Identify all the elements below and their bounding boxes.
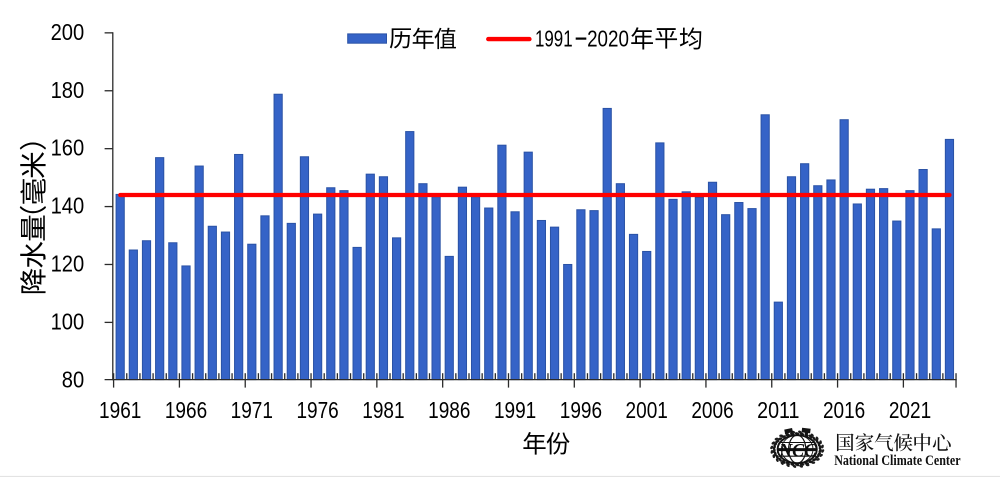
svg-text:100: 100 (51, 308, 85, 334)
svg-text:180: 180 (51, 77, 85, 103)
svg-text:2016: 2016 (823, 397, 865, 423)
svg-text:2006: 2006 (691, 397, 733, 423)
svg-text:1986: 1986 (428, 397, 470, 423)
svg-text:1991: 1991 (494, 397, 536, 423)
svg-text:1991: 1991 (535, 26, 573, 52)
svg-text:1996: 1996 (560, 397, 602, 423)
svg-text:NCC: NCC (778, 441, 817, 461)
svg-text:2020: 2020 (587, 26, 629, 52)
svg-text:1961: 1961 (99, 397, 141, 423)
svg-text:1976: 1976 (296, 397, 338, 423)
svg-text:2021: 2021 (889, 397, 931, 423)
svg-text:80: 80 (62, 366, 84, 392)
svg-text:1981: 1981 (362, 397, 404, 423)
svg-text:1966: 1966 (165, 397, 207, 423)
svg-text:200: 200 (51, 19, 85, 45)
svg-text:2001: 2001 (626, 397, 668, 423)
svg-text:2011: 2011 (757, 397, 799, 423)
svg-text:1971: 1971 (231, 397, 273, 423)
svg-text:120: 120 (51, 251, 85, 277)
svg-text:National Climate Center: National Climate Center (834, 453, 961, 469)
svg-text:160: 160 (51, 135, 85, 161)
svg-text:140: 140 (51, 193, 85, 219)
